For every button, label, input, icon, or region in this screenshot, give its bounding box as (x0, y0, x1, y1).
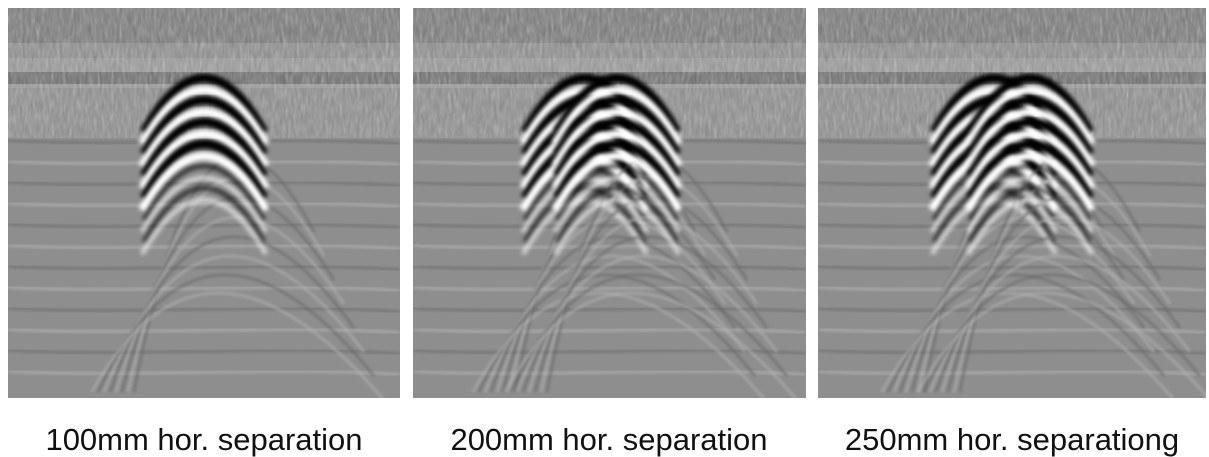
reflection (413, 264, 806, 272)
hyperbola (929, 197, 1059, 256)
hyperbola (521, 73, 649, 135)
reflection (8, 159, 400, 167)
hyperbola (965, 175, 1095, 234)
hyperbola (554, 163, 680, 222)
hyperbola (138, 108, 270, 168)
hyperbola (930, 73, 1058, 135)
radargram (413, 8, 806, 398)
hyperbola (140, 95, 268, 157)
hyperbola (139, 175, 269, 234)
hyperbola-tail (916, 291, 1206, 398)
radargram (818, 8, 1206, 398)
reflection (413, 285, 806, 293)
hyperbola (138, 86, 270, 146)
hyperbola (966, 139, 1094, 201)
reflection (413, 348, 806, 356)
caption: 200mm hor. separation (450, 422, 767, 457)
reflection (818, 306, 1206, 314)
reflection (8, 327, 400, 335)
reflection (413, 369, 806, 377)
hyperbola (138, 130, 270, 190)
hyperbola (552, 197, 682, 256)
reflection (413, 180, 806, 188)
hyperbola (139, 197, 269, 256)
hyperbola (964, 152, 1096, 212)
reflection (818, 264, 1206, 272)
reflection (8, 180, 400, 188)
reflection (413, 243, 806, 251)
hyperbola (964, 130, 1096, 190)
hyperbola (140, 139, 268, 201)
hyperbola (967, 163, 1093, 222)
reflection (818, 369, 1206, 377)
hyperbola (553, 95, 681, 157)
hyperbola (964, 86, 1096, 146)
reflection (413, 306, 806, 314)
hyperbola (138, 152, 270, 212)
hyperbola (141, 185, 267, 244)
reflection (413, 222, 806, 230)
reflection (8, 264, 400, 272)
reflection (413, 327, 806, 335)
hyperbola (551, 130, 683, 190)
reflection (8, 222, 400, 230)
caption: 250mm hor. separationg (845, 422, 1179, 457)
reflection (8, 243, 400, 251)
hyperbola-tail (503, 291, 798, 398)
hyperbola (551, 86, 683, 146)
reflection (8, 369, 400, 377)
hyperbola (551, 152, 683, 212)
hyperbola (966, 95, 1094, 157)
hyperbola-tail (471, 291, 766, 398)
hyperbola (967, 185, 1093, 244)
hyperbola (522, 185, 648, 244)
hyperbola (553, 73, 681, 135)
hyperbola-tail (880, 291, 1175, 398)
hyperbola-tail (90, 291, 385, 398)
reflection (818, 348, 1206, 356)
hyperbola (964, 108, 1096, 168)
hyperbola (553, 139, 681, 201)
hyperbola (552, 175, 682, 234)
radargram (8, 8, 400, 398)
caption: 100mm hor. separation (45, 422, 362, 457)
hyperbola (141, 163, 267, 222)
hyperbola (140, 73, 268, 135)
hyperbola (554, 185, 680, 244)
reflection (818, 222, 1206, 230)
hyperbola (140, 117, 268, 179)
noise (8, 8, 400, 138)
hyperbola (966, 117, 1094, 179)
hyperbola (965, 197, 1095, 256)
reflection (8, 285, 400, 293)
reflection (8, 201, 400, 209)
hyperbola (966, 73, 1094, 135)
reflection (8, 306, 400, 314)
hyperbola (551, 108, 683, 168)
reflection (818, 243, 1206, 251)
hyperbola (553, 117, 681, 179)
